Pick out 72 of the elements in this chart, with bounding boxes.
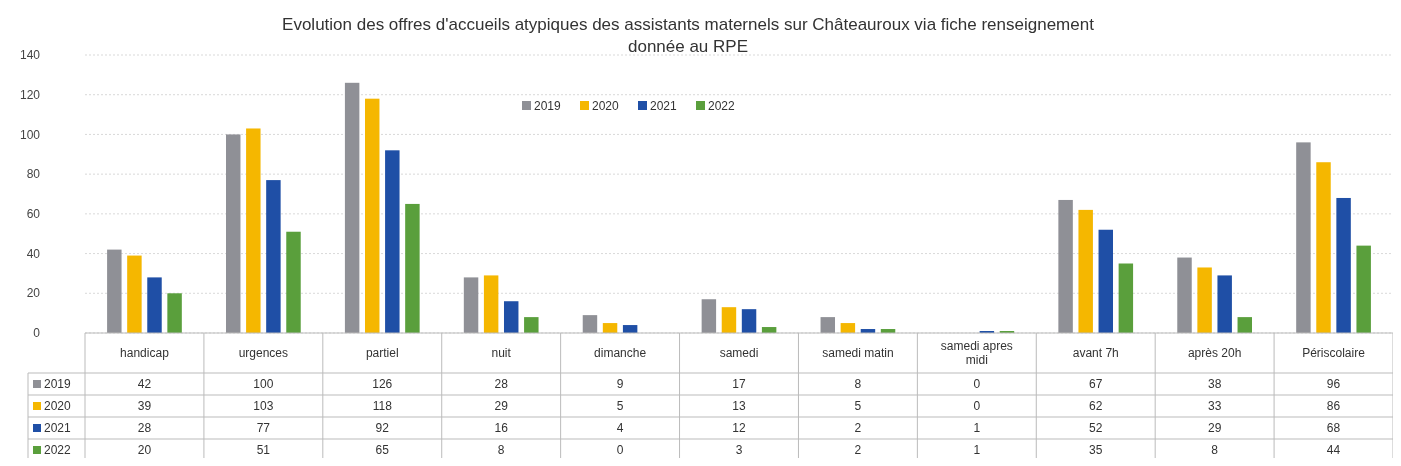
data-label: 16 xyxy=(494,421,509,436)
data-label: 1 xyxy=(973,421,981,436)
text: 2021 xyxy=(44,421,71,436)
y-tick-label: 20 xyxy=(26,286,41,301)
data-label: 2 xyxy=(854,421,862,436)
data-label: 0 xyxy=(973,399,981,414)
data-label: 0 xyxy=(973,377,981,392)
x-tick-label: Périscolaire xyxy=(1302,346,1366,361)
x-tick-label: avant 7h xyxy=(1072,346,1119,361)
x-tick-label: handicap xyxy=(120,346,170,361)
data-label: 28 xyxy=(137,421,152,436)
y-tick-label: 40 xyxy=(26,246,41,261)
chart-title: Evolution des offres d'accueils atypiques des assistants maternels sur Châteauroux via fiche renseignement donnée au RPE xyxy=(281,14,1095,58)
data-label: 103 xyxy=(253,399,274,414)
data-label: 118 xyxy=(372,399,393,414)
x-tick-label: après 20h xyxy=(1187,346,1242,361)
data-label: 126 xyxy=(372,377,393,392)
y-tick-label: 80 xyxy=(26,167,41,182)
data-label: 29 xyxy=(1207,421,1222,436)
data-label: 4 xyxy=(616,421,624,436)
data-label: 52 xyxy=(1089,421,1103,436)
data-label: 8 xyxy=(1211,443,1219,458)
legend-label: 2019 xyxy=(534,99,562,114)
data-label: 65 xyxy=(375,443,390,458)
legend-label: 2021 xyxy=(650,99,678,114)
data-label: 9 xyxy=(616,377,624,392)
data-label: 1 xyxy=(973,443,981,458)
data-label: 12 xyxy=(732,421,746,436)
x-tick-label: nuit xyxy=(491,346,512,361)
data-label: 20 xyxy=(137,443,152,458)
x-tick-label: samedi apres midi xyxy=(940,339,1013,368)
data-label: 44 xyxy=(1326,443,1341,458)
data-label: 2 xyxy=(854,443,862,458)
data-label: 13 xyxy=(732,399,746,414)
data-label: 100 xyxy=(253,377,274,392)
data-label: 0 xyxy=(616,443,624,458)
x-tick-label: dimanche xyxy=(594,346,647,361)
data-label: 96 xyxy=(1326,377,1341,392)
data-label: 51 xyxy=(256,443,271,458)
legend-label: 2020 xyxy=(592,99,620,114)
data-label: 35 xyxy=(1089,443,1103,458)
text: 2022 xyxy=(44,443,71,458)
legend-label: 2022 xyxy=(708,99,736,114)
data-label: 68 xyxy=(1326,421,1341,436)
data-label: 29 xyxy=(494,399,509,414)
data-label: 92 xyxy=(375,421,390,436)
data-label: 8 xyxy=(497,443,505,458)
data-label: 3 xyxy=(735,443,743,458)
text: 2019 xyxy=(44,377,71,392)
data-label: 39 xyxy=(137,399,152,414)
x-tick-label: partiel xyxy=(365,346,399,361)
data-label: 5 xyxy=(616,399,624,414)
data-label: 86 xyxy=(1326,399,1341,414)
y-tick-label: 140 xyxy=(19,48,41,63)
y-tick-label: 100 xyxy=(19,127,41,142)
data-label: 42 xyxy=(137,377,152,392)
data-label: 67 xyxy=(1089,377,1103,392)
y-tick-label: 0 xyxy=(33,326,41,341)
x-tick-label: urgences xyxy=(238,346,289,361)
data-label: 77 xyxy=(256,421,271,436)
data-label: 28 xyxy=(494,377,509,392)
x-tick-label: samedi xyxy=(719,346,759,361)
x-tick-label: samedi matin xyxy=(822,346,894,361)
data-label: 17 xyxy=(732,377,746,392)
y-tick-label: 60 xyxy=(26,207,41,222)
data-label: 5 xyxy=(854,399,862,414)
y-tick-label: 120 xyxy=(19,87,41,102)
data-label: 8 xyxy=(854,377,862,392)
text: 2020 xyxy=(44,399,71,414)
data-label: 33 xyxy=(1207,399,1222,414)
data-label: 62 xyxy=(1089,399,1103,414)
data-label: 38 xyxy=(1207,377,1222,392)
